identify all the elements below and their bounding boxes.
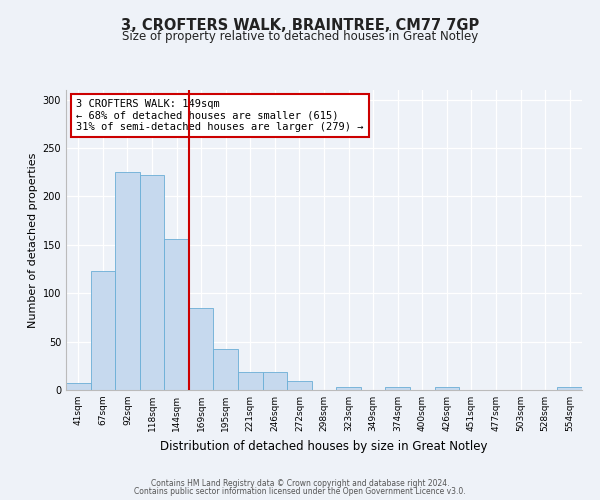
Bar — [287, 382, 312, 390]
Bar — [434, 387, 459, 390]
Text: Contains HM Land Registry data © Crown copyright and database right 2024.: Contains HM Land Registry data © Crown c… — [151, 478, 449, 488]
Bar — [91, 271, 115, 390]
Bar — [140, 175, 164, 390]
Bar — [189, 308, 214, 390]
Text: Size of property relative to detached houses in Great Notley: Size of property relative to detached ho… — [122, 30, 478, 43]
Bar — [263, 372, 287, 390]
Y-axis label: Number of detached properties: Number of detached properties — [28, 152, 38, 328]
Bar — [557, 387, 582, 390]
Text: 3, CROFTERS WALK, BRAINTREE, CM77 7GP: 3, CROFTERS WALK, BRAINTREE, CM77 7GP — [121, 18, 479, 32]
Bar — [66, 383, 91, 390]
Bar — [115, 172, 140, 390]
Bar — [214, 350, 238, 390]
Bar — [336, 387, 361, 390]
Bar — [164, 239, 189, 390]
Bar — [238, 372, 263, 390]
Text: Contains public sector information licensed under the Open Government Licence v3: Contains public sector information licen… — [134, 487, 466, 496]
X-axis label: Distribution of detached houses by size in Great Notley: Distribution of detached houses by size … — [160, 440, 488, 452]
Bar — [385, 387, 410, 390]
Text: 3 CROFTERS WALK: 149sqm
← 68% of detached houses are smaller (615)
31% of semi-d: 3 CROFTERS WALK: 149sqm ← 68% of detache… — [76, 99, 364, 132]
